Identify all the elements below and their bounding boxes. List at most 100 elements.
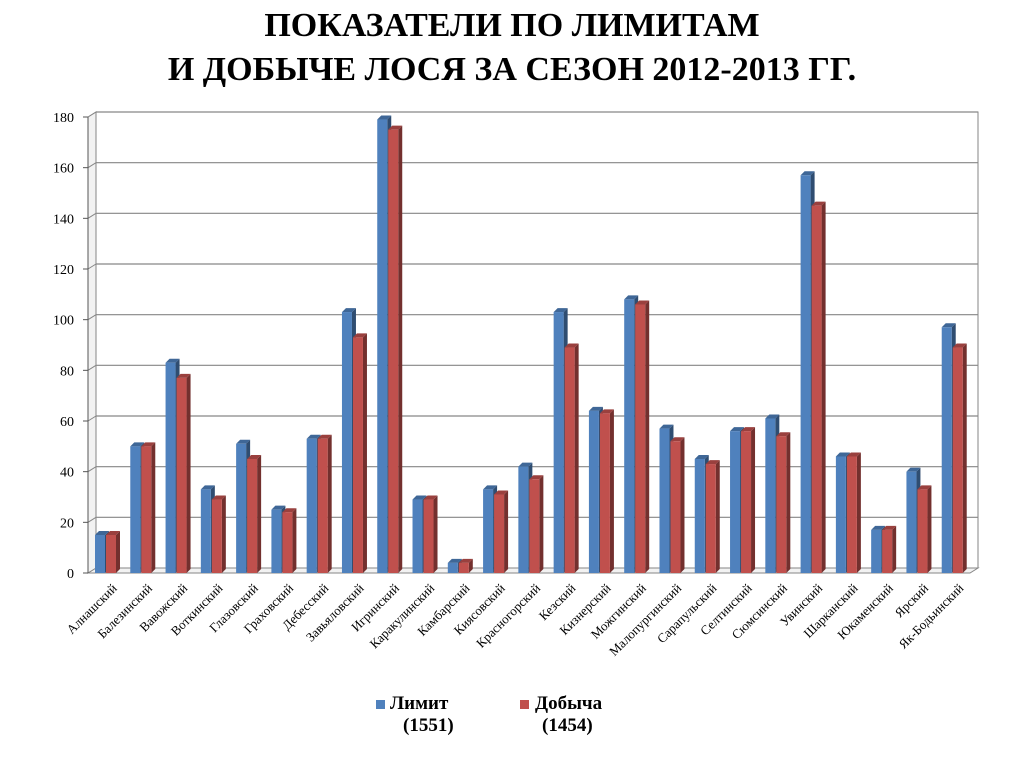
bar-harvest bbox=[776, 436, 787, 573]
bar-harvest-top bbox=[141, 442, 156, 447]
y-tick-label: 100 bbox=[53, 314, 74, 329]
bar-limit bbox=[165, 362, 176, 573]
legend-swatch-harvest bbox=[520, 700, 529, 709]
bar-harvest bbox=[670, 441, 681, 573]
bar-harvest bbox=[882, 529, 893, 573]
bar-harvest-side bbox=[327, 434, 332, 573]
bar-harvest bbox=[352, 337, 363, 573]
bar-limit bbox=[694, 459, 705, 573]
bar-harvest bbox=[106, 535, 116, 573]
bar-harvest-top bbox=[176, 373, 191, 378]
bar-harvest-top bbox=[106, 531, 120, 535]
bar-limit-top bbox=[483, 485, 498, 490]
bar-harvest-side bbox=[751, 427, 756, 573]
gridline-side bbox=[87, 111, 97, 118]
bar-harvest-top bbox=[917, 485, 932, 490]
bar-harvest-side bbox=[186, 373, 191, 573]
legend-swatch-limit bbox=[376, 700, 385, 709]
bar-harvest-top bbox=[317, 434, 332, 439]
bar-harvest-side bbox=[645, 300, 650, 573]
legend-label-harvest: Добыча bbox=[535, 693, 603, 714]
bar-limit bbox=[659, 428, 670, 573]
bar-harvest bbox=[705, 464, 716, 573]
bar-harvest bbox=[247, 459, 258, 573]
bar-limit bbox=[95, 535, 105, 573]
bar-harvest-top bbox=[846, 452, 861, 457]
bar-limit bbox=[483, 489, 494, 573]
bar-limit bbox=[765, 418, 776, 573]
bar-harvest-side bbox=[257, 455, 262, 573]
bar-limit bbox=[130, 446, 141, 573]
y-tick-label: 80 bbox=[60, 364, 74, 379]
bar-harvest-top bbox=[423, 495, 438, 500]
bar-harvest bbox=[423, 499, 434, 573]
bar-harvest bbox=[529, 479, 540, 573]
bar-harvest-side bbox=[962, 343, 967, 573]
bar-harvest-top bbox=[352, 333, 367, 338]
legend-label-limit: Лимит bbox=[390, 693, 449, 714]
bar-limit bbox=[624, 299, 635, 573]
bar-harvest-side bbox=[398, 125, 403, 574]
bar-limit-top bbox=[518, 462, 533, 467]
bar-limit bbox=[553, 312, 564, 573]
bar-limit-top bbox=[906, 467, 921, 472]
bar-harvest-top bbox=[388, 125, 403, 130]
legend-total-limit: (1551) bbox=[403, 715, 454, 736]
bar-limit-top bbox=[200, 485, 215, 490]
bar-harvest bbox=[388, 129, 399, 573]
gridline-side bbox=[87, 415, 97, 422]
bar-limit-top bbox=[377, 115, 392, 120]
bar-limit-top bbox=[941, 323, 956, 328]
y-tick-label: 60 bbox=[60, 415, 74, 430]
y-tick-label: 180 bbox=[53, 111, 74, 126]
gridline-side bbox=[87, 263, 97, 270]
bar-limit-top bbox=[624, 295, 639, 300]
bar-harvest bbox=[811, 205, 822, 573]
bar-limit bbox=[447, 562, 458, 573]
bar-limit bbox=[800, 175, 811, 573]
bar-harvest-top bbox=[564, 343, 579, 348]
bar-limit-top bbox=[553, 308, 568, 313]
gridline-side bbox=[87, 314, 97, 321]
bar-limit bbox=[271, 509, 282, 573]
bar-limit bbox=[871, 529, 882, 573]
gridline-side bbox=[87, 162, 97, 169]
bar-chart: 020406080100120140160180АлнашскийБалезин… bbox=[53, 111, 980, 659]
bar-harvest-side bbox=[539, 475, 544, 573]
bar-limit bbox=[341, 312, 352, 573]
bar-harvest-top bbox=[635, 300, 650, 305]
y-tick-label: 120 bbox=[53, 263, 74, 278]
bar-limit-top bbox=[165, 358, 180, 363]
bar-limit-top bbox=[694, 455, 709, 459]
gridline-side bbox=[87, 212, 97, 219]
bar-harvest-side bbox=[292, 508, 297, 573]
bar-limit-top bbox=[130, 442, 145, 447]
bar-harvest-side bbox=[574, 343, 579, 573]
bar-harvest-top bbox=[811, 201, 826, 206]
bar-harvest bbox=[458, 562, 469, 573]
bar-limit bbox=[941, 327, 952, 573]
y-tick-label: 140 bbox=[53, 212, 74, 227]
chart-title: ПОКАЗАТЕЛИ ПО ЛИМИТАМ И ДОБЫЧЕ ЛОСЯ ЗА С… bbox=[0, 4, 1024, 92]
legend-total-harvest: (1454) bbox=[542, 715, 593, 736]
bar-limit-top bbox=[341, 308, 356, 313]
bar-harvest-top bbox=[776, 432, 791, 437]
bar-harvest-top bbox=[599, 409, 614, 414]
bar-harvest-top bbox=[741, 427, 756, 432]
bar-harvest-side bbox=[680, 437, 685, 573]
bar-harvest-side bbox=[821, 201, 826, 573]
bar-harvest-top bbox=[494, 490, 509, 495]
bar-harvest bbox=[952, 347, 963, 573]
bar-harvest-side bbox=[433, 495, 438, 573]
bar-harvest bbox=[635, 304, 646, 573]
gridline-side bbox=[87, 364, 97, 371]
bar-limit-top bbox=[800, 171, 815, 176]
bar-limit-top bbox=[659, 424, 674, 429]
bar-harvest bbox=[741, 431, 752, 573]
bar-harvest-side bbox=[504, 490, 509, 573]
bar-limit-top bbox=[412, 495, 427, 500]
bar-limit-top bbox=[765, 414, 780, 419]
bar-harvest bbox=[282, 512, 293, 573]
bar-limit-top bbox=[306, 434, 321, 439]
bar-harvest bbox=[564, 347, 575, 573]
